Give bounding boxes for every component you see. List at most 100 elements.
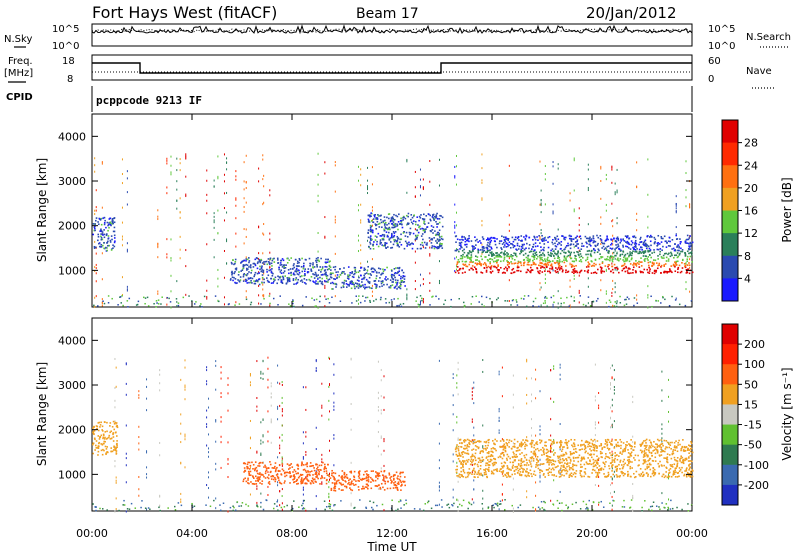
- velocity-echo-point: [319, 483, 321, 485]
- power-echo-point: [537, 256, 539, 258]
- power-noise-point: [553, 165, 554, 167]
- velocity-noise-point: [472, 398, 473, 400]
- power-near-point: [664, 299, 666, 301]
- power-echo-point: [602, 243, 604, 245]
- power-near-point: [420, 295, 422, 297]
- velocity-noise-point: [513, 442, 514, 444]
- power-echo-point: [608, 251, 610, 253]
- power-echo-point: [539, 273, 541, 275]
- power-echo-point: [594, 252, 596, 254]
- power-echo-point: [505, 267, 507, 269]
- velocity-noise-point: [206, 416, 207, 418]
- power-echo-point: [307, 271, 309, 273]
- velocity-near-point: [469, 503, 471, 505]
- power-echo-point: [464, 261, 466, 263]
- power-near-point: [108, 295, 110, 297]
- velocity-echo-point: [311, 470, 313, 472]
- velocity-near-point: [676, 507, 678, 509]
- power-noise-point: [579, 224, 580, 226]
- power-echo-point: [652, 263, 654, 265]
- power-noise-point: [367, 192, 368, 194]
- power-near-point: [360, 302, 362, 304]
- power-echo-point: [549, 272, 551, 274]
- power-noise-point: [185, 156, 186, 158]
- power-noise-point: [235, 170, 236, 172]
- power-echo-point: [248, 262, 250, 264]
- power-noise-point: [415, 195, 416, 197]
- power-echo-point: [620, 239, 622, 241]
- power-echo-point: [550, 255, 552, 257]
- power-echo-point: [530, 267, 532, 269]
- velocity-near-point: [663, 507, 665, 509]
- velocity-noise-point: [513, 394, 514, 396]
- velocity-noise-point: [351, 376, 352, 378]
- power-echo-point: [433, 246, 435, 248]
- power-echo-point: [433, 226, 435, 228]
- power-noise-point: [258, 168, 259, 170]
- velocity-noise-point: [180, 413, 181, 415]
- power-noise-point: [456, 212, 457, 214]
- velocity-noise-point: [595, 427, 596, 429]
- power-echo-point: [436, 234, 438, 236]
- power-echo-point: [423, 228, 425, 230]
- velocity-near-point: [241, 505, 243, 507]
- velocity-echo-point: [301, 463, 303, 465]
- velocity-noise-point: [146, 386, 147, 388]
- power-echo-point: [246, 282, 248, 284]
- velocity-echo-point: [93, 430, 95, 432]
- velocity-noise-point: [267, 410, 268, 412]
- power-echo-point: [547, 271, 549, 273]
- velocity-noise-point: [116, 386, 117, 388]
- power-noise-point: [166, 238, 167, 240]
- power-near-point: [358, 295, 360, 297]
- power-noise-point: [263, 185, 264, 187]
- power-noise-point: [606, 302, 607, 304]
- velocity-noise-point: [316, 448, 317, 450]
- power-echo-point: [613, 256, 615, 258]
- velocity-echo-point: [255, 483, 257, 485]
- power-echo-point: [391, 270, 393, 272]
- power-echo-point: [395, 272, 397, 274]
- velocity-noise-point: [267, 357, 268, 359]
- power-noise-point: [244, 197, 245, 199]
- power-near-point: [521, 298, 523, 300]
- velocity-noise-point: [114, 511, 115, 513]
- velocity-echo-point: [292, 479, 294, 481]
- power-echo-point: [619, 255, 621, 257]
- velocity-noise-point: [453, 453, 454, 455]
- power-echo-point: [439, 236, 441, 238]
- power-near-point: [608, 306, 610, 308]
- power-echo-point: [375, 228, 377, 230]
- power-near-point: [615, 301, 617, 303]
- velocity-echo-point: [366, 486, 368, 488]
- power-echo-point: [250, 267, 252, 269]
- power-echo-point: [397, 282, 399, 284]
- velocity-echo-point: [379, 487, 381, 489]
- power-echo-point: [542, 238, 544, 240]
- power-noise-point: [180, 162, 181, 164]
- power-echo-point: [99, 230, 101, 232]
- power-echo-point: [513, 241, 515, 243]
- power-echo-point: [261, 269, 263, 271]
- power-echo-point: [578, 255, 580, 257]
- power-near-point: [543, 303, 545, 305]
- velocity-near-point: [488, 506, 490, 508]
- power-echo-point: [648, 262, 650, 264]
- velocity-near-point: [369, 501, 371, 503]
- power-echo-point: [691, 254, 693, 256]
- power-noise-point: [636, 186, 637, 188]
- velocity-noise-point: [595, 424, 596, 426]
- power-echo-point: [237, 279, 239, 281]
- power-near-point: [331, 297, 333, 299]
- velocity-echo-point: [353, 475, 355, 477]
- power-echo-point: [653, 249, 655, 251]
- power-echo-point: [593, 265, 595, 267]
- power-echo-point: [627, 253, 629, 255]
- velocity-noise-point: [250, 381, 251, 383]
- power-noise-point: [541, 199, 542, 201]
- velocity-echo-point: [247, 466, 249, 468]
- power-echo-point: [677, 260, 679, 262]
- power-noise-point: [360, 174, 361, 176]
- velocity-noise-point: [458, 368, 459, 370]
- power-echo-point: [390, 241, 392, 243]
